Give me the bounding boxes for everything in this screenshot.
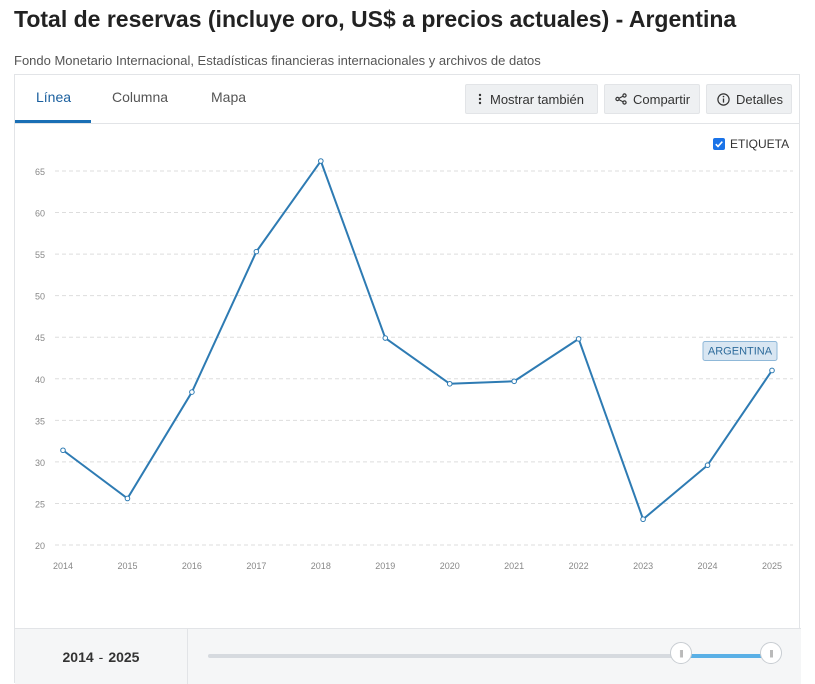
y-tick-label: 35 xyxy=(35,416,45,426)
page-subtitle: Fondo Monetario Internacional, Estadísti… xyxy=(14,53,541,68)
data-point xyxy=(124,495,131,502)
share-label: Compartir xyxy=(633,91,691,107)
details-button[interactable]: Detalles xyxy=(706,84,792,114)
x-tick-label: 2015 xyxy=(117,561,137,571)
x-tick-label: 2018 xyxy=(311,561,331,571)
data-point xyxy=(446,380,453,387)
y-tick-label: 60 xyxy=(35,209,45,219)
x-tick-label: 2017 xyxy=(246,561,266,571)
data-point xyxy=(189,389,195,395)
label-toggle[interactable]: ETIQUETA xyxy=(713,137,789,151)
data-point xyxy=(511,378,517,385)
range-slider-track[interactable] xyxy=(208,654,771,658)
x-tick-label: 2021 xyxy=(504,561,524,571)
data-point xyxy=(382,335,389,341)
show-also-label: Mostrar también xyxy=(490,91,584,107)
range-slider-start-handle[interactable]: ||| xyxy=(669,642,692,664)
chart-card: Línea Columna Mapa Mostrar también Compa… xyxy=(14,74,801,684)
y-tick-label: 45 xyxy=(35,333,45,343)
data-point xyxy=(318,158,324,164)
range-slider-fill xyxy=(680,654,771,658)
y-tick-label: 65 xyxy=(35,167,45,177)
y-tick-label: 55 xyxy=(35,250,45,260)
series-end-label: ARGENTINA xyxy=(708,345,773,357)
show-also-button[interactable]: Mostrar también xyxy=(465,84,598,114)
data-point xyxy=(60,447,66,454)
x-tick-label: 2020 xyxy=(440,561,460,571)
series-line xyxy=(62,160,773,521)
label-toggle-text: ETIQUETA xyxy=(730,137,790,151)
y-tick-label: 25 xyxy=(35,499,45,509)
range-start: 2014 xyxy=(62,648,94,665)
x-tick-label: 2014 xyxy=(53,561,73,571)
data-point xyxy=(640,516,646,523)
x-tick-label: 2024 xyxy=(698,561,718,571)
tab-line[interactable]: Línea xyxy=(36,89,72,105)
y-tick-label: 40 xyxy=(35,375,45,385)
range-slider-end-handle[interactable]: ||| xyxy=(760,642,782,664)
x-tick-label: 2019 xyxy=(375,561,395,571)
x-tick-label: 2023 xyxy=(633,561,653,571)
checkbox-checked-icon[interactable] xyxy=(713,138,725,150)
share-button[interactable]: Compartir xyxy=(604,84,700,114)
tab-column[interactable]: Columna xyxy=(112,89,169,105)
x-tick-label: 2025 xyxy=(762,561,782,571)
data-point xyxy=(575,336,582,342)
y-tick-label: 30 xyxy=(35,458,45,468)
x-tick-label: 2016 xyxy=(182,561,202,571)
data-point xyxy=(253,248,260,255)
share-icon xyxy=(615,93,627,105)
info-icon xyxy=(717,92,730,106)
y-tick-label: 50 xyxy=(35,292,45,302)
range-label: 2014 - 2025 xyxy=(15,629,188,684)
x-tick-label: 2022 xyxy=(569,561,589,571)
range-end: 2025 xyxy=(108,648,140,665)
range-separator: - xyxy=(98,648,104,665)
tab-map[interactable]: Mapa xyxy=(211,89,247,105)
data-point xyxy=(769,367,775,374)
active-tab-indicator xyxy=(15,120,91,123)
details-label: Detalles xyxy=(736,91,783,107)
page-title: Total de reservas (incluye oro, US$ a pr… xyxy=(14,6,737,32)
more-vertical-icon xyxy=(476,93,484,105)
data-point xyxy=(704,462,711,469)
y-tick-label: 20 xyxy=(35,541,45,551)
chart-type-tabs: Línea Columna Mapa Mostrar también Compa… xyxy=(15,75,799,124)
series-end-label-box xyxy=(702,340,778,361)
range-bar: 2014 - 2025 ||| ||| xyxy=(15,628,801,684)
